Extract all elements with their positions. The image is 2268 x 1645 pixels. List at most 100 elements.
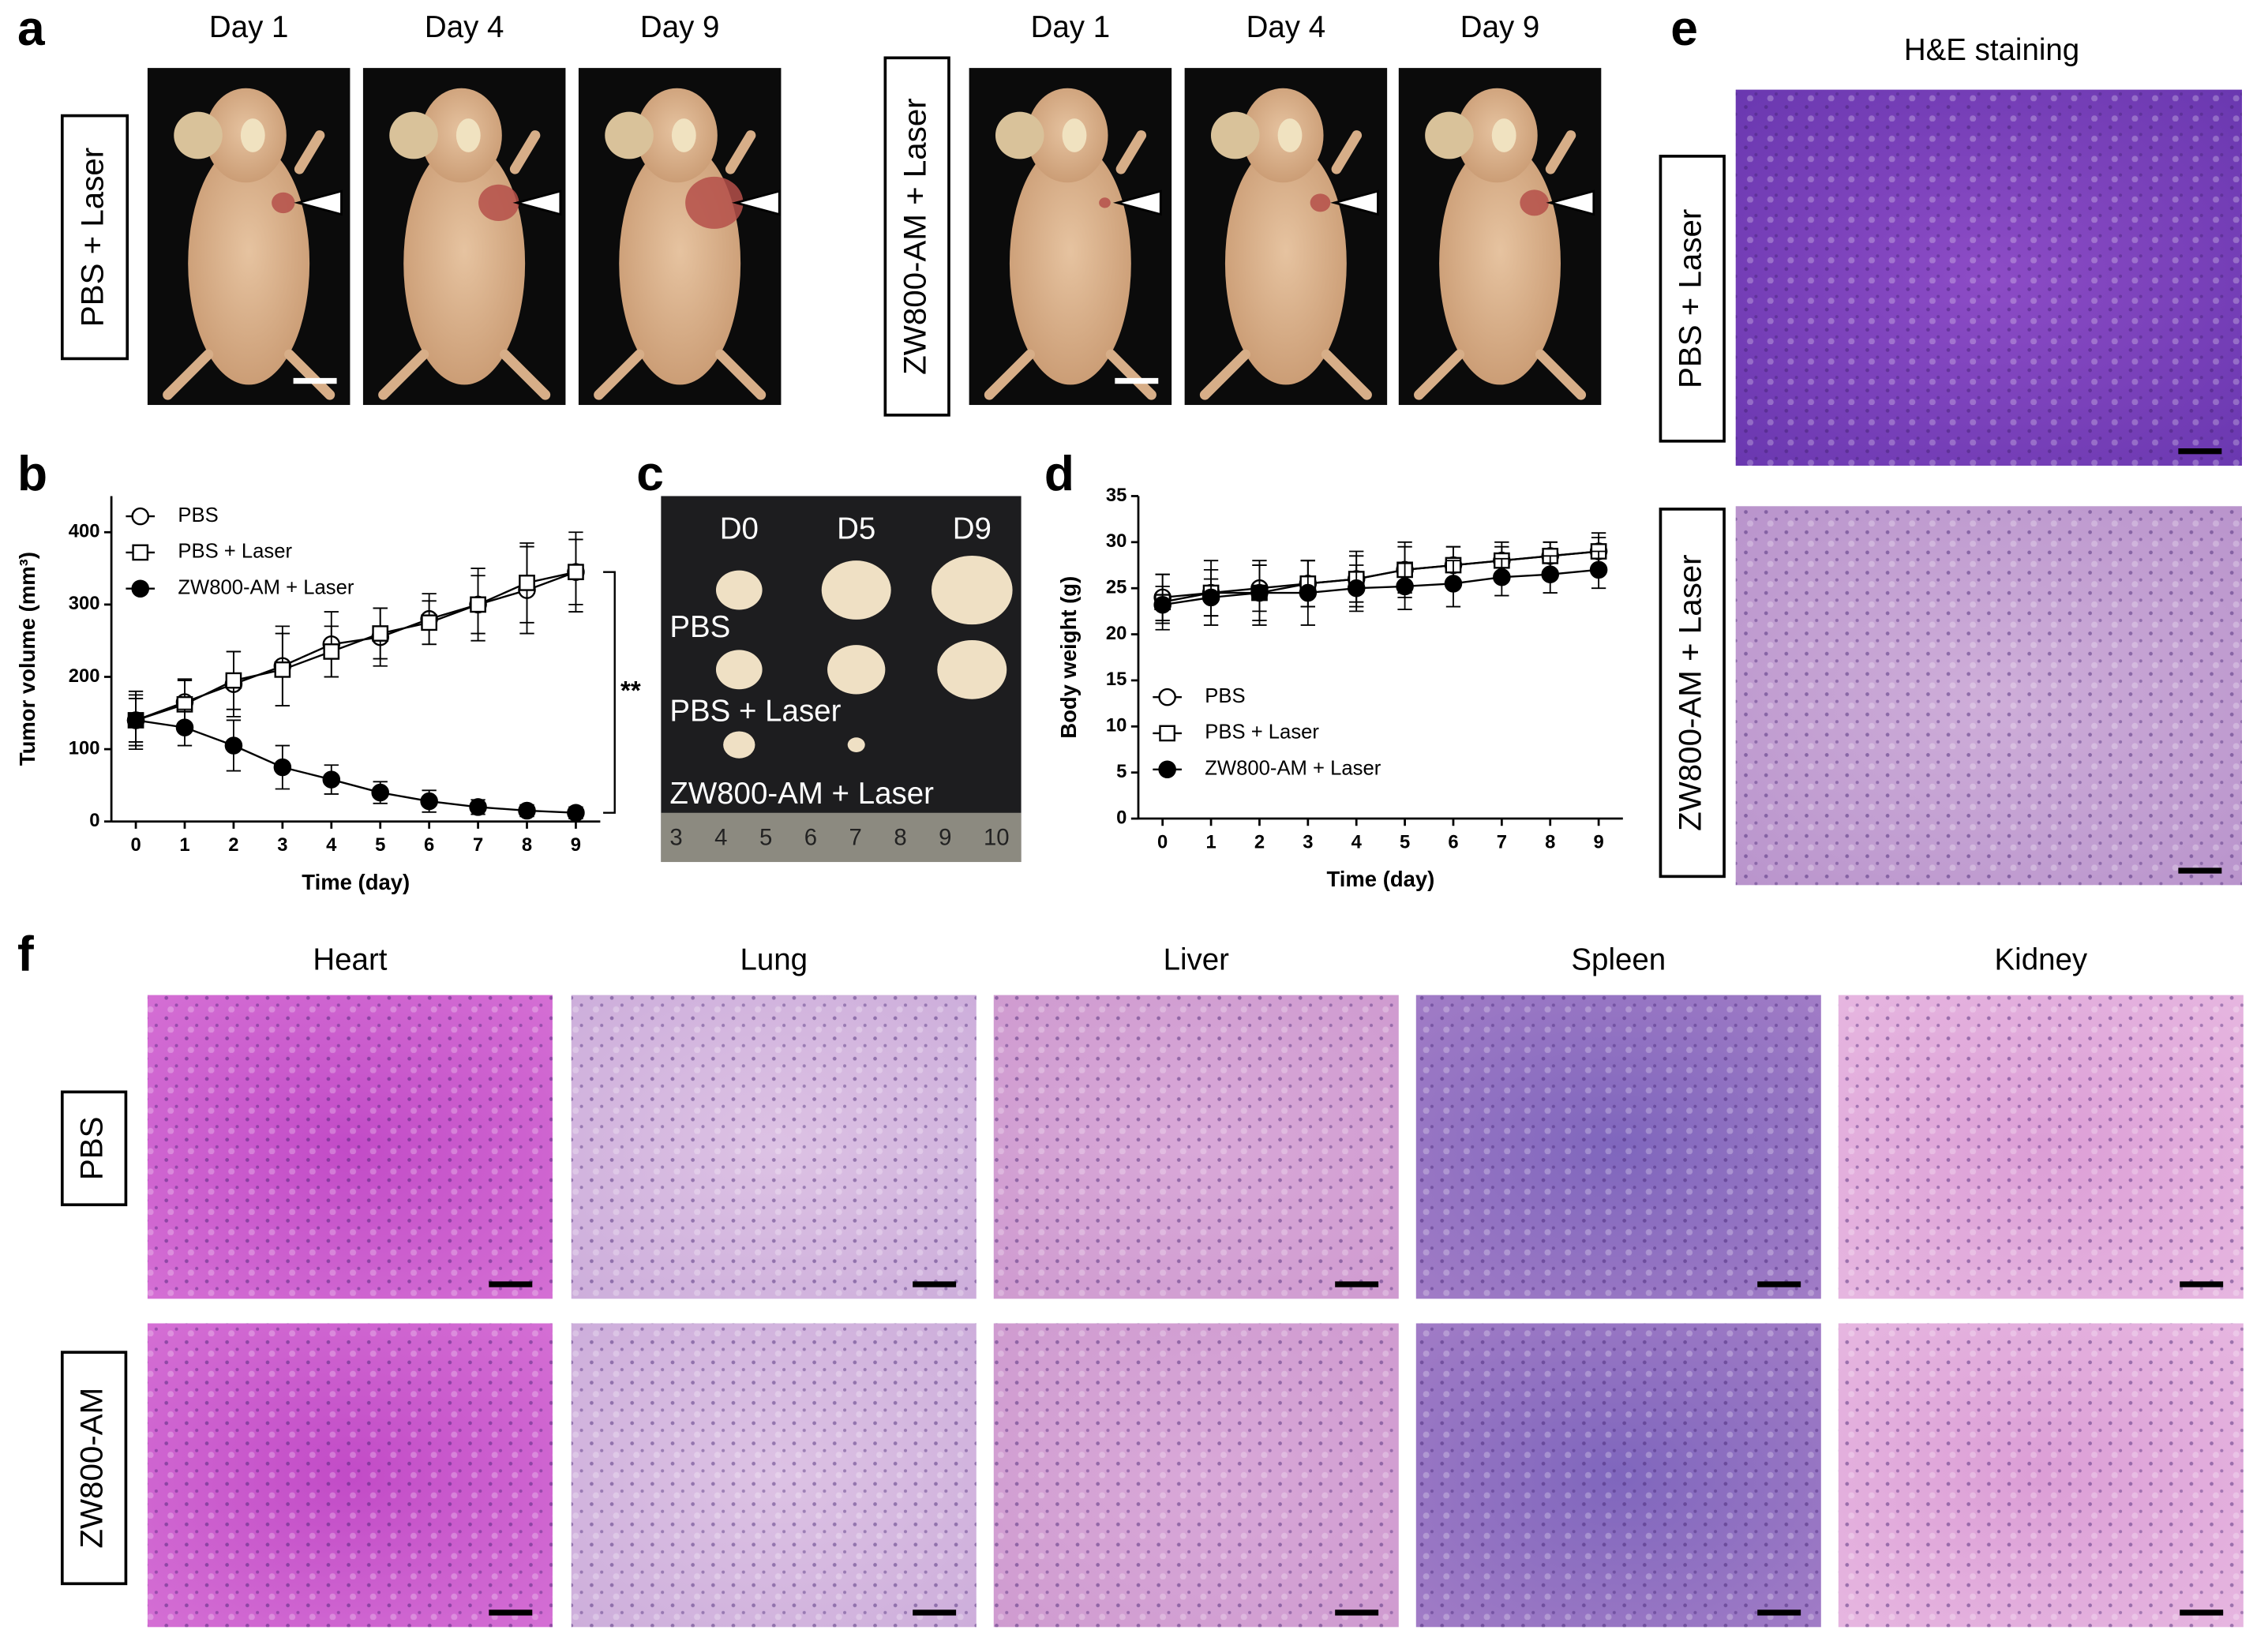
x-tick-label: 8 (522, 834, 532, 856)
y-tick-label: 100 (69, 737, 100, 759)
x-axis-label: Time (day) (1326, 867, 1434, 891)
mouse-paw (1277, 118, 1303, 152)
y-tick-label: 5 (1116, 761, 1127, 782)
histology-image (993, 995, 1399, 1299)
panel-label: b (17, 447, 47, 501)
series-line (1162, 550, 1599, 603)
row-label: ZW800-AM (74, 1388, 110, 1549)
x-tick-label: 7 (1497, 831, 1507, 852)
tumor (1520, 189, 1549, 216)
x-tick-label: 5 (375, 834, 385, 856)
tissue-texture (147, 1323, 553, 1628)
y-axis-label: Body weight (g) (1056, 576, 1081, 739)
y-tick-label: 25 (1106, 576, 1127, 598)
x-tick-label: 6 (424, 834, 434, 856)
marker (126, 711, 145, 729)
scale-bar (1115, 377, 1159, 384)
row-label: PBS + Laser (669, 694, 841, 728)
x-tick-label: 4 (326, 834, 337, 856)
marker (371, 783, 389, 802)
tumor (272, 192, 295, 214)
y-tick-label: 200 (69, 665, 100, 687)
marker (1589, 560, 1608, 579)
legend-marker (131, 579, 150, 598)
tumor (478, 184, 519, 221)
histology-image (1838, 995, 2244, 1299)
scale-bar (2178, 448, 2222, 455)
mouse-photo (362, 68, 566, 406)
arrowhead (1546, 189, 1595, 216)
row-label: ZW800-AM + Laser (669, 777, 934, 811)
legend-marker (1159, 725, 1175, 742)
histology-image (993, 1323, 1399, 1628)
y-tick-label: 35 (1106, 485, 1127, 506)
marker (470, 596, 486, 613)
y-tick-label: 10 (1106, 715, 1127, 736)
label-box (1659, 155, 1726, 443)
marker (420, 792, 438, 811)
scale-bar (2180, 1609, 2224, 1616)
mouse-paw (671, 118, 696, 152)
x-tick-label: 1 (1205, 831, 1216, 852)
histology-image (1838, 1323, 2244, 1628)
tumor-sample (821, 560, 891, 620)
histology-image (1735, 506, 2243, 886)
marker (175, 718, 194, 736)
tissue-texture (1735, 89, 2243, 466)
arrowhead (1112, 189, 1162, 216)
tumor-sample (715, 650, 763, 690)
y-tick-label: 400 (69, 521, 100, 542)
marker (1347, 579, 1366, 598)
legend-label: ZW800-AM + Laser (1205, 758, 1381, 780)
tissue-texture (147, 995, 553, 1299)
scale-bar (1757, 1281, 1801, 1287)
marker (1201, 588, 1220, 607)
panel-label: e (1670, 2, 1698, 56)
marker (568, 564, 584, 581)
mouse-paw (240, 118, 265, 152)
marker (273, 758, 292, 777)
arrowhead (512, 189, 562, 216)
x-tick-label: 7 (473, 834, 483, 856)
x-tick-label: 5 (1400, 831, 1410, 852)
day-label: Day 4 (1246, 10, 1326, 44)
legend-label: ZW800-AM + Laser (178, 577, 354, 599)
panel-label: a (17, 2, 46, 56)
mouse-ear (1210, 111, 1260, 159)
mouse-paw (1491, 118, 1516, 152)
marker (322, 770, 341, 789)
mouse-photo (147, 68, 351, 406)
tumor (685, 176, 744, 229)
row-label: PBS + Laser (1672, 209, 1708, 388)
x-tick-label: 9 (571, 834, 581, 856)
panel-title: H&E staining (1904, 33, 2079, 67)
y-tick-label: 30 (1106, 530, 1127, 552)
tissue-texture (1838, 1323, 2244, 1628)
y-tick-label: 0 (1116, 807, 1127, 828)
scale-bar (293, 377, 337, 384)
histology-image (571, 1323, 977, 1628)
histology-image (147, 995, 553, 1299)
column-label: Lung (740, 943, 808, 977)
day-label: Day 1 (209, 10, 289, 44)
column-label: D9 (953, 512, 992, 546)
mouse-photo (1398, 68, 1602, 406)
x-tick-label: 9 (1593, 831, 1603, 852)
column-label: Heart (313, 943, 387, 977)
histology-image (1415, 1323, 1821, 1628)
tumor (1310, 193, 1331, 212)
mouse-paw (1062, 118, 1087, 152)
marker (1541, 565, 1559, 583)
row-label: PBS (669, 610, 730, 644)
ruler-label: 3 (669, 824, 682, 850)
marker (567, 804, 585, 822)
column-label: D5 (837, 512, 875, 546)
marker (225, 672, 242, 689)
scale-bar (1757, 1609, 1801, 1616)
x-tick-label: 1 (179, 834, 189, 856)
marker (1299, 583, 1318, 602)
annotation: ** (620, 676, 641, 705)
tissue-texture (1838, 995, 2244, 1299)
marker (224, 736, 243, 755)
